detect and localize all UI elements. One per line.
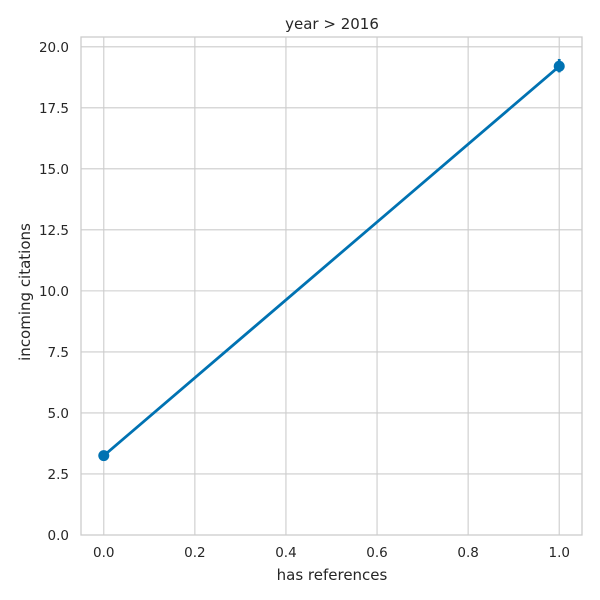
y-tick-label: 12.5 (39, 223, 69, 239)
y-tick-label: 20.0 (39, 40, 69, 56)
data-point (553, 60, 565, 72)
x-tick-label: 0.0 (93, 545, 114, 561)
data-point (98, 450, 110, 462)
series-layer (98, 58, 565, 462)
x-tick-label: 0.4 (275, 545, 296, 561)
x-tick-label: 1.0 (548, 545, 569, 561)
x-tick-label: 0.6 (366, 545, 387, 561)
grid (81, 37, 582, 536)
y-tick-label: 5.0 (48, 406, 69, 422)
chart-title: year > 2016 (285, 15, 379, 33)
y-axis-label: incoming citations (16, 223, 34, 361)
x-tick-label: 0.2 (184, 545, 205, 561)
regression-line (102, 64, 561, 458)
y-tick-label: 2.5 (48, 467, 69, 483)
y-tick-label: 7.5 (48, 345, 69, 361)
y-tick-labels: 0.0 2.5 5.0 7.5 10.0 12.5 15.0 17.5 20.0 (39, 40, 69, 544)
x-axis-label: has references (277, 566, 388, 584)
y-tick-label: 0.0 (48, 528, 69, 544)
y-tick-label: 17.5 (39, 101, 69, 117)
y-tick-label: 10.0 (39, 284, 69, 300)
y-tick-label: 15.0 (39, 162, 69, 178)
x-tick-labels: 0.0 0.2 0.4 0.6 0.8 1.0 (93, 545, 570, 561)
x-tick-label: 0.8 (457, 545, 478, 561)
plot-frame (80, 36, 583, 536)
